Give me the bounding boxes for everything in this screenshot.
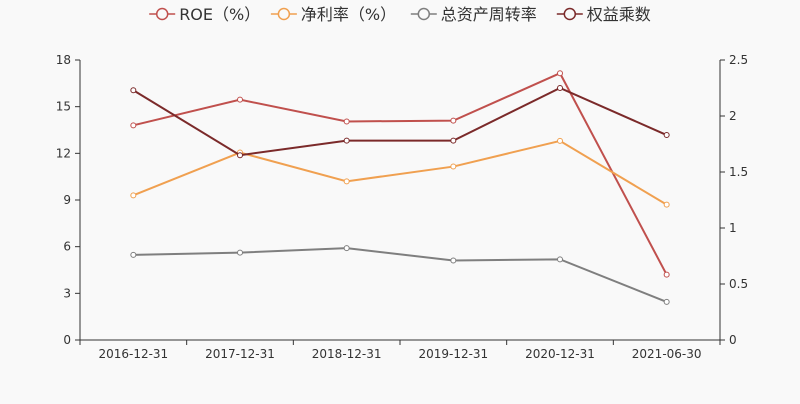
data-point (343, 118, 350, 125)
data-point (557, 70, 563, 77)
data-point (237, 96, 243, 103)
legend-item: 权益乘数 (556, 5, 651, 24)
legend-item: 净利率（%） (270, 5, 396, 24)
legend-item: ROE（%） (149, 5, 260, 24)
data-point (343, 178, 350, 185)
left-tick-label: 6 (63, 240, 71, 254)
right-tick-label: 0 (729, 333, 737, 347)
data-point (237, 152, 243, 159)
left-tick-label: 18 (56, 53, 71, 67)
x-tick-label: 2016-12-31 (98, 347, 168, 361)
data-point (450, 117, 457, 124)
data-point (557, 137, 563, 144)
data-point (663, 132, 670, 139)
legend-circle-icon (277, 7, 291, 21)
right-tick-label: 2 (729, 109, 737, 123)
x-tick-label: 2021-06-30 (632, 347, 702, 361)
series-line (133, 71, 668, 276)
data-point (130, 251, 137, 258)
data-point (450, 163, 457, 170)
x-tick-label: 2020-12-31 (525, 347, 595, 361)
x-tick-label: 2019-12-31 (418, 347, 488, 361)
legend-label: 净利率（%） (301, 5, 396, 24)
series-line (132, 86, 668, 157)
series-lines (130, 70, 670, 305)
legend-circle-icon (563, 7, 577, 21)
right-tick-label: 1.5 (729, 165, 748, 179)
legend-item: 总资产周转率 (410, 5, 537, 24)
left-tick-label: 3 (63, 286, 71, 300)
x-tick-label: 2017-12-31 (205, 347, 275, 361)
data-point (663, 201, 670, 208)
axes: 0 3 6 9 12 15 18 0 0.5 1 1.5 2 2.5 2016-12-31 2017-12-… (56, 53, 748, 361)
legend-circle-icon (155, 7, 169, 21)
legend-label: ROE（%） (179, 5, 260, 24)
data-point (130, 87, 137, 94)
legend-label: 总资产周转率 (441, 5, 537, 24)
right-tick-label: 1 (729, 221, 737, 235)
data-point (663, 298, 670, 305)
x-tick-label: 2018-12-31 (312, 347, 382, 361)
legend-label: 权益乘数 (587, 5, 651, 24)
data-point (130, 192, 137, 199)
right-tick-label: 2.5 (729, 53, 748, 67)
right-tick-label: 0.5 (729, 277, 748, 291)
data-point (130, 122, 137, 129)
left-tick-label: 0 (63, 333, 71, 347)
legend-circle-icon (417, 7, 431, 21)
series-line (133, 247, 668, 303)
left-tick-label: 12 (56, 146, 71, 160)
data-point (557, 85, 563, 91)
legend: ROE（%） 净利率（%） 总资产周转率 权益乘数 (149, 5, 651, 24)
data-point (450, 137, 457, 144)
data-point (343, 245, 350, 252)
data-point (450, 257, 457, 264)
left-tick-label: 9 (63, 193, 71, 207)
series-line (132, 139, 668, 206)
data-point (557, 256, 563, 263)
data-point (343, 137, 350, 144)
left-tick-label: 15 (56, 100, 71, 114)
data-point (663, 271, 670, 278)
data-point (237, 249, 243, 256)
